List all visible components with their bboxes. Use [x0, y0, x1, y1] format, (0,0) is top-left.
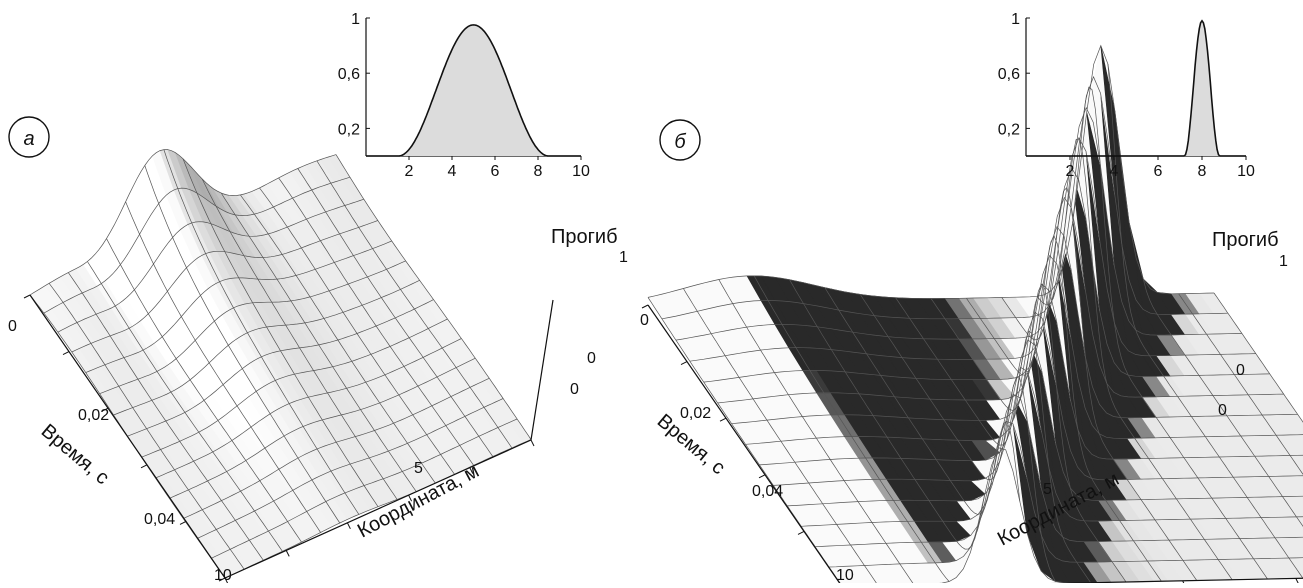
inset-y-tick-label: 0,2: [338, 121, 360, 138]
panel-b: б 0 0,02 0,04 10 Время, с 5 Координата, …: [640, 11, 1303, 583]
x-tick-b-0: 5: [1043, 481, 1052, 498]
z-label-a: Прогиб: [551, 226, 618, 248]
inset-x-tick-label: 2: [1066, 163, 1075, 180]
panel-label-a: а: [23, 128, 34, 150]
time-tick-mark: [63, 352, 69, 355]
inset-b: 2 4 6 8 10 0,2 0,6 1: [998, 11, 1255, 180]
coordinate-tick-mark: [1296, 578, 1299, 583]
z-label-b: Прогиб: [1212, 229, 1279, 251]
inset-x-tick-label: 6: [491, 163, 500, 180]
inset-y-tick-label: 1: [1011, 11, 1020, 28]
inset-x-tick-label: 8: [1198, 163, 1207, 180]
inset-y-tick-label: 0,6: [998, 66, 1020, 83]
inset-x-tick-label: 4: [448, 163, 457, 180]
inset-x-tick-label: 2: [405, 163, 414, 180]
y-tick-b-1: 0,02: [680, 405, 711, 422]
panel-a: а 0 0,02 0,04 10 Время, с 5 Координата, …: [8, 11, 628, 583]
x-tick-a-0: 5: [414, 460, 423, 477]
inset-a: 2 4 6 8 10 0,2 0,6 1: [338, 11, 590, 180]
inset-area: [366, 25, 581, 156]
time-tick-mark: [681, 362, 687, 365]
inset-x-tick-label: 10: [1237, 163, 1255, 180]
inset-x-tick-label: 4: [1110, 163, 1119, 180]
y-tick-b-2: 0,04: [752, 483, 783, 500]
inset-x-tick-label: 10: [572, 163, 590, 180]
inset-x-tick-label: 8: [534, 163, 543, 180]
deflection-axis: [531, 300, 553, 440]
coordinate-tick-mark: [347, 523, 350, 529]
inset-y-tick-label: 0,2: [998, 121, 1020, 138]
y-tick-a-2: 0,04: [144, 511, 175, 528]
coordinate-tick-mark: [286, 550, 289, 556]
y-label-a: Время, с: [37, 420, 113, 489]
y-tick-a-0: 0: [8, 318, 17, 335]
surface-a: [30, 150, 531, 579]
time-tick-mark: [759, 475, 765, 478]
panel-label-b: б: [674, 131, 686, 153]
time-tick-mark: [24, 295, 30, 298]
z-tick-a-1: 0: [570, 381, 579, 398]
z-tick-b-2: 1: [1279, 253, 1288, 270]
inset-y-tick-label: 0,6: [338, 66, 360, 83]
inset-y-tick-label: 1: [351, 11, 360, 28]
coordinate-tick-mark: [531, 440, 534, 446]
z-tick-a-0: 0: [587, 350, 596, 367]
y-tick-b-0: 0: [640, 312, 649, 329]
z-tick-a-2: 1: [619, 249, 628, 266]
time-tick-mark: [642, 305, 648, 308]
y-tick-a-1: 0,02: [78, 407, 109, 424]
y-tick-b-3: 10: [836, 567, 854, 583]
time-tick-mark: [141, 465, 147, 468]
time-tick-mark: [798, 531, 804, 534]
inset-area: [1026, 21, 1246, 156]
inset-x-tick-label: 6: [1154, 163, 1163, 180]
z-tick-b-0: 0: [1236, 362, 1245, 379]
time-tick-mark: [180, 521, 186, 524]
z-tick-b-1: 0: [1218, 402, 1227, 419]
time-tick-mark: [720, 418, 726, 421]
y-tick-a-3: 10: [214, 567, 232, 583]
